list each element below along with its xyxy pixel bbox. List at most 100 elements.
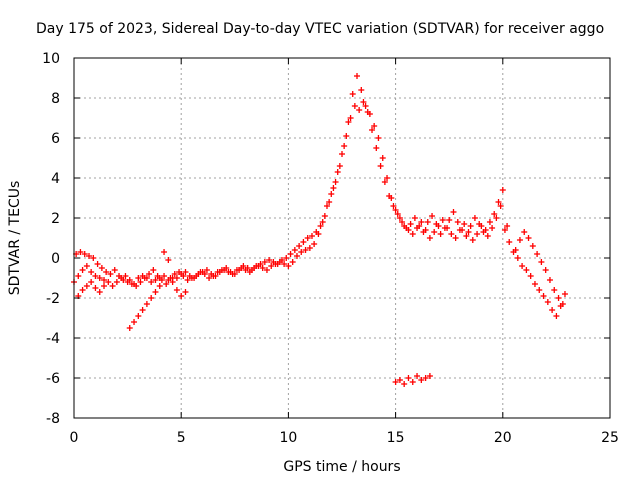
data-point [493, 215, 500, 221]
data-point [375, 135, 382, 141]
data-point [101, 283, 108, 289]
data-point [519, 263, 526, 269]
data-point [401, 381, 408, 387]
data-point [416, 223, 423, 229]
data-point [193, 273, 200, 279]
data-point [79, 287, 86, 293]
data-point [98, 265, 105, 271]
data-point [313, 229, 320, 235]
data-point [257, 261, 264, 267]
x-tick-label: 10 [279, 430, 297, 446]
data-point [317, 223, 324, 229]
data-point [293, 253, 300, 259]
data-point [163, 281, 170, 287]
data-point [274, 261, 281, 267]
data-point [486, 219, 493, 225]
data-point [161, 249, 168, 255]
data-point [248, 267, 255, 273]
data-point [291, 247, 298, 253]
data-point [495, 199, 502, 205]
data-point [236, 267, 243, 273]
data-point [83, 263, 90, 269]
data-point [92, 285, 99, 291]
data-point [326, 199, 333, 205]
data-point [304, 235, 311, 241]
data-point [411, 215, 418, 221]
data-point [521, 229, 528, 235]
data-point [182, 269, 189, 275]
y-tick-label: 6 [51, 131, 60, 147]
data-point [328, 191, 335, 197]
data-point [259, 265, 266, 271]
data-point [319, 219, 326, 225]
data-point [96, 275, 103, 281]
data-point [201, 271, 208, 277]
x-tick-label: 20 [494, 430, 512, 446]
data-point [489, 225, 496, 231]
data-point [139, 307, 146, 313]
data-point [459, 227, 466, 233]
data-point [161, 273, 168, 279]
data-point [538, 259, 545, 265]
y-tick-label: -4 [46, 331, 60, 347]
data-point [523, 267, 530, 273]
data-point [506, 239, 513, 245]
x-axis-ticks: 0 5 10 15 20 25 [70, 58, 619, 446]
data-point [484, 233, 491, 239]
data-point [92, 273, 99, 279]
data-point [403, 225, 410, 231]
data-point [296, 243, 303, 249]
data-point [424, 219, 431, 225]
data-point [418, 377, 425, 383]
data-point [131, 319, 138, 325]
data-point [109, 283, 116, 289]
data-point [298, 249, 305, 255]
data-point [133, 283, 140, 289]
data-point [360, 99, 367, 105]
data-point [223, 265, 230, 271]
y-tick-label: -6 [46, 371, 60, 387]
data-point [244, 265, 251, 271]
data-point [152, 289, 159, 295]
data-point [409, 231, 416, 237]
data-point [514, 255, 521, 261]
data-point [178, 293, 185, 299]
data-point [439, 217, 446, 223]
data-point [448, 231, 455, 237]
data-point [88, 279, 95, 285]
data-point [227, 269, 234, 275]
data-point [270, 259, 277, 265]
data-point [135, 275, 142, 281]
data-point [452, 235, 459, 241]
data-point [529, 243, 536, 249]
data-point [146, 271, 153, 277]
data-point [336, 163, 343, 169]
data-point [429, 213, 436, 219]
data-point [88, 269, 95, 275]
data-point [362, 103, 369, 109]
data-point [218, 267, 225, 273]
y-tick-label: 8 [51, 91, 60, 107]
data-point [465, 229, 472, 235]
data-point [561, 291, 568, 297]
data-point [437, 231, 444, 237]
data-point [176, 269, 183, 275]
data-point [384, 175, 391, 181]
data-point [116, 273, 123, 279]
data-point [266, 257, 273, 263]
data-point [394, 211, 401, 217]
data-point [79, 267, 86, 273]
data-point [405, 375, 412, 381]
data-point [188, 275, 195, 281]
data-point [152, 277, 159, 283]
data-point [546, 277, 553, 283]
data-point [491, 211, 498, 217]
data-point [180, 273, 187, 279]
data-point [551, 287, 558, 293]
data-point [154, 273, 161, 279]
data-point [386, 193, 393, 199]
data-point [549, 307, 556, 313]
y-tick-label: -8 [46, 411, 60, 427]
data-point [90, 255, 97, 261]
